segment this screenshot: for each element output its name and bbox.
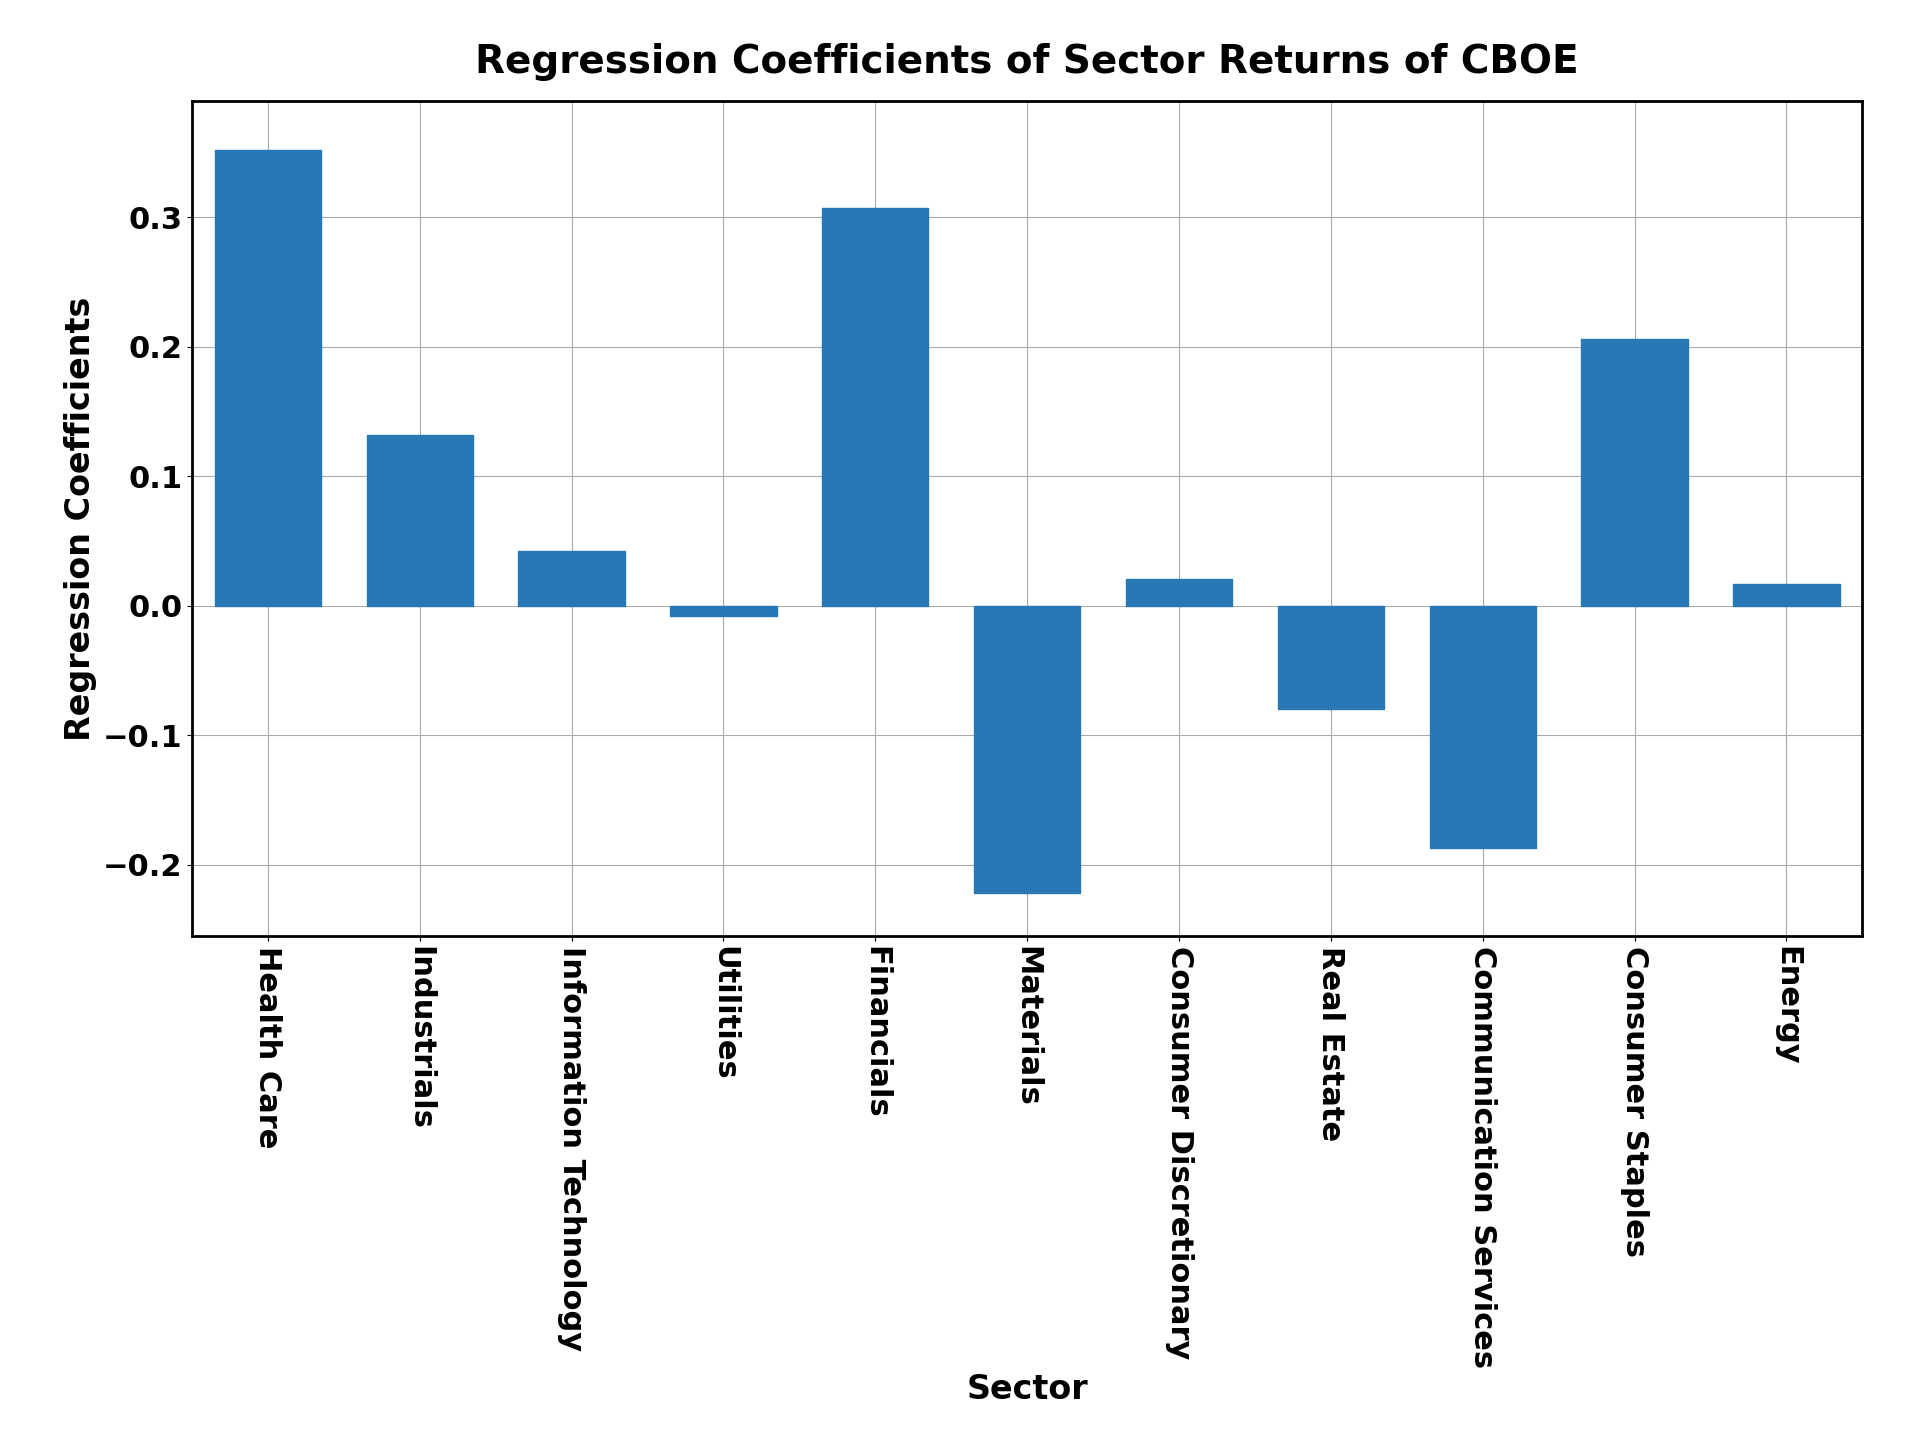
Bar: [1734, 583, 1839, 606]
Bar: [1125, 579, 1233, 606]
Bar: [367, 435, 472, 606]
Bar: [518, 552, 624, 606]
Y-axis label: Regression Coefficients: Regression Coefficients: [63, 297, 98, 740]
Bar: [215, 150, 321, 606]
Title: Regression Coefficients of Sector Returns of CBOE: Regression Coefficients of Sector Return…: [476, 43, 1578, 81]
Bar: [1279, 606, 1384, 710]
Bar: [670, 606, 776, 616]
Bar: [822, 209, 929, 606]
X-axis label: Sector: Sector: [966, 1374, 1089, 1407]
Bar: [973, 606, 1081, 893]
Bar: [1430, 606, 1536, 848]
Bar: [1582, 338, 1688, 606]
